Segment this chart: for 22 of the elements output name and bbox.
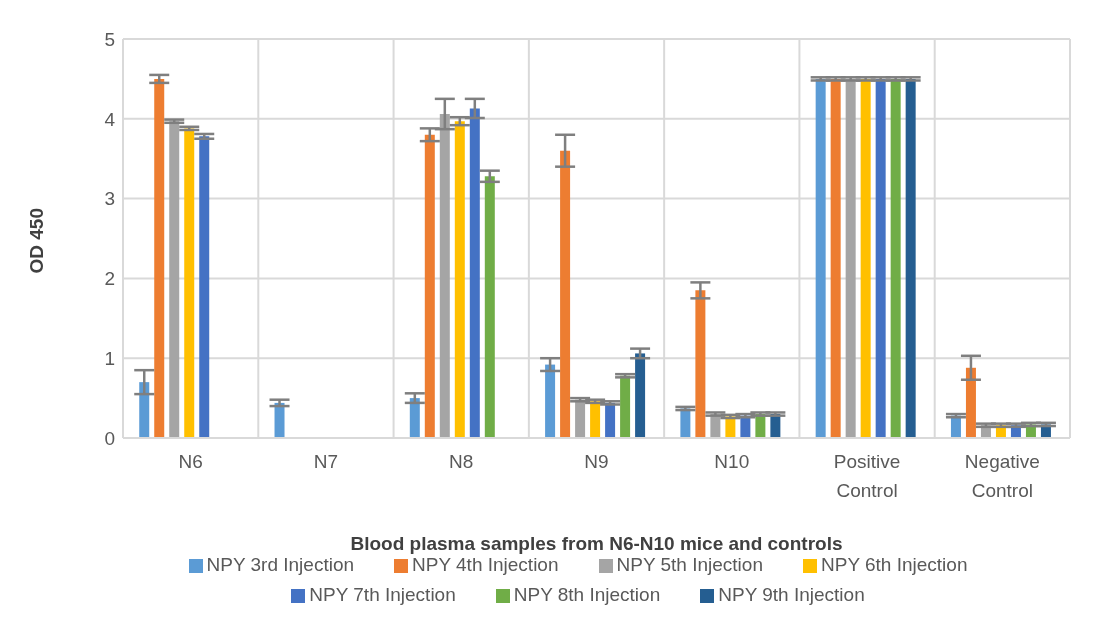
y-tick-label: 5 [104, 28, 115, 50]
x-tick-label: N8 [449, 451, 474, 472]
legend-label: NPY 5th Injection [616, 554, 763, 575]
x-tick-label: N7 [313, 451, 339, 472]
legend-label: NPY 6th Injection [820, 554, 968, 575]
x-axis-title: Blood plasma samples from N6-N10 mice and controls [350, 533, 843, 554]
legend-label: NPY 7th Injection [309, 584, 456, 605]
x-tick-label: Negative Control [964, 451, 1040, 501]
y-axis-title: OD 450 [25, 208, 47, 274]
legend-label: NPY 9th Injection [718, 584, 865, 605]
y-tick-label: 4 [104, 108, 116, 130]
legend-label: NPY 8th Injection [513, 584, 661, 605]
x-tick-label: N6 [178, 451, 203, 472]
legend-label: NPY 4th Injection [412, 554, 559, 575]
y-tick-label: 0 [104, 427, 115, 449]
y-tick-label: 3 [104, 188, 115, 210]
x-tick-label: N10 [714, 451, 750, 472]
y-tick-label: 1 [104, 347, 115, 369]
y-tick-label: 2 [104, 268, 115, 290]
legend-label: NPY 3rd Injection [206, 554, 355, 575]
x-tick-label: N9 [584, 451, 609, 472]
x-tick-label: Positive Control [833, 451, 901, 501]
